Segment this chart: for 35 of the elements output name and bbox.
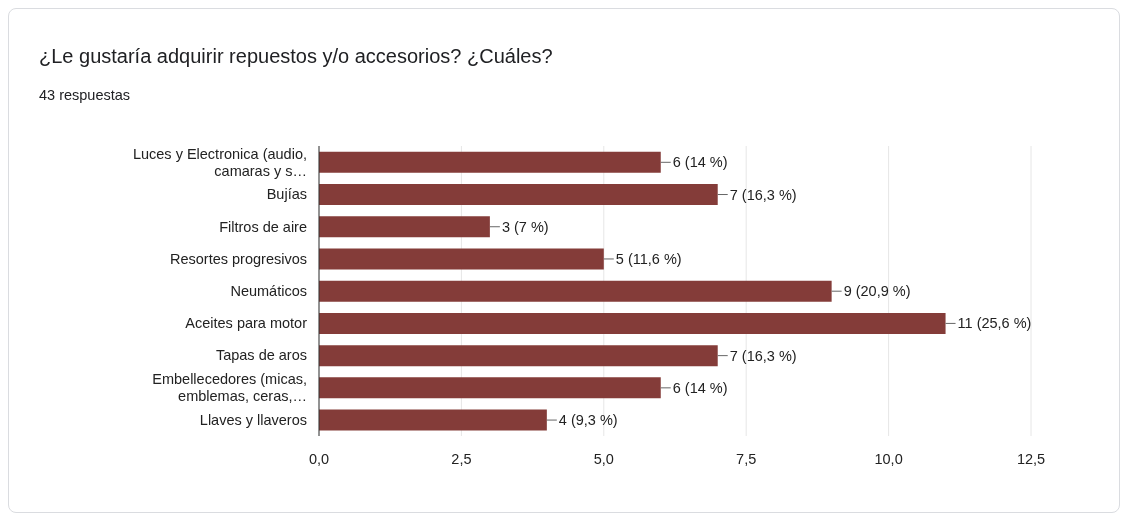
data-label: 7 (16,3 %) (729, 186, 797, 203)
text: 43 respuestas (39, 87, 131, 103)
x-tick-label: 10,0 (874, 451, 903, 468)
y-tick-label: Llaves y llaveros (199, 411, 307, 428)
bar (319, 409, 547, 431)
data-label: 6 (14 %) (672, 154, 728, 171)
y-tick-label: Bujías (266, 186, 307, 203)
data-label: 11 (25,6 %) (957, 315, 1032, 332)
y-tick-label: Tapas de aros (215, 347, 307, 364)
y-tick-label: Embellecedores (micas, emblemas, ceras,… (152, 371, 307, 405)
bar (319, 216, 490, 238)
data-label: 7 (16,3 %) (729, 347, 797, 364)
y-tick-label: Neumáticos (230, 283, 307, 299)
bar (319, 248, 604, 270)
y-tick-label: Filtros de aire (219, 218, 307, 235)
bar (319, 312, 946, 334)
x-tick-label: 2,5 (451, 451, 472, 468)
y-tick-label: Luces y Electronica (audio, camaras y s… (132, 145, 307, 179)
x-tick-label: 12,5 (1016, 451, 1046, 468)
x-tick-label: 0,0 (308, 451, 330, 468)
x-tick-label: 5,0 (593, 451, 614, 468)
bar (319, 184, 718, 206)
bar (319, 345, 718, 367)
bar (319, 151, 661, 173)
chart-title: ¿Le gustaría adquirir repuestos y/o accesorios? ¿Cuáles? (39, 45, 553, 68)
data-label: 6 (14 %) (672, 379, 728, 396)
bar (319, 280, 832, 302)
data-label: 4 (9,3 %) (558, 412, 618, 429)
y-tick-label: Aceites para motor (185, 315, 308, 332)
y-tick-label: Resortes progresivos (170, 250, 307, 267)
data-label: 9 (20,9 %) (843, 283, 911, 300)
bar (319, 377, 661, 399)
data-label: 3 (7 %) (501, 218, 549, 235)
x-tick-label: 7,5 (736, 451, 757, 468)
data-label: 5 (11,6 %) (615, 250, 682, 267)
